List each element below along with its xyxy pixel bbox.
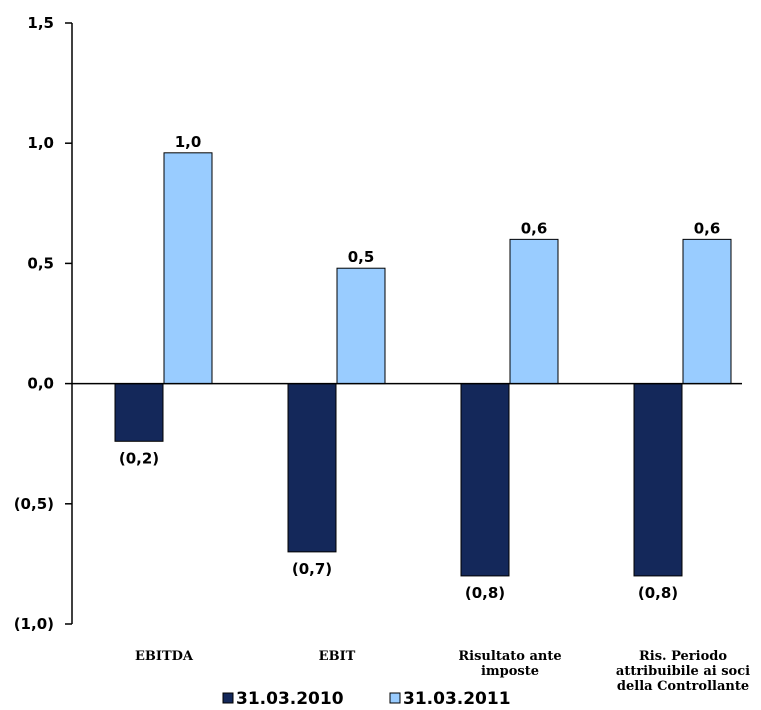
data-label: (0,7) (292, 560, 332, 578)
data-label: (0,8) (638, 584, 678, 602)
category-label: attribuibile ai soci (616, 664, 750, 679)
y-tick-label: (0,5) (14, 495, 54, 513)
data-label: 0,6 (694, 219, 721, 237)
legend-swatch (389, 692, 401, 704)
bars (114, 152, 732, 577)
data-label: 1,0 (175, 133, 202, 151)
legend: 31.03.2010 31.03.2011 (222, 689, 511, 709)
y-axis: 1,5 1,0 0,5 0,0 (0,5) (1,0) (14, 14, 73, 633)
category-label: EBITDA (135, 649, 194, 664)
category-label: Risultato ante (458, 649, 561, 664)
legend-swatch (222, 692, 234, 704)
legend-label: 31.03.2010 (236, 689, 344, 709)
data-labels: (0,2) (0,7) (0,8) (0,8) 1,0 0,5 0,6 0,6 (119, 133, 720, 602)
category-label: della Controllante (617, 679, 749, 694)
bar (114, 383, 164, 442)
y-tick-label: 0,0 (27, 375, 54, 393)
bar (163, 152, 213, 385)
bar (336, 267, 386, 385)
bar (509, 238, 559, 385)
category-label: EBIT (319, 649, 356, 664)
y-tick-label: 1,5 (27, 14, 54, 32)
category-label: Ris. Periodo (639, 649, 727, 664)
y-tick-label: (1,0) (14, 615, 54, 633)
data-label: (0,2) (119, 449, 159, 467)
bar (460, 383, 510, 577)
data-label: 0,6 (521, 219, 548, 237)
bar (287, 383, 337, 553)
y-tick-label: 1,0 (27, 134, 54, 152)
bar (633, 383, 683, 577)
bar (682, 238, 732, 385)
data-label: (0,8) (465, 584, 505, 602)
legend-label: 31.03.2011 (403, 689, 511, 709)
y-tick-label: 0,5 (27, 254, 54, 272)
data-label: 0,5 (348, 248, 375, 266)
category-label: imposte (481, 664, 539, 679)
